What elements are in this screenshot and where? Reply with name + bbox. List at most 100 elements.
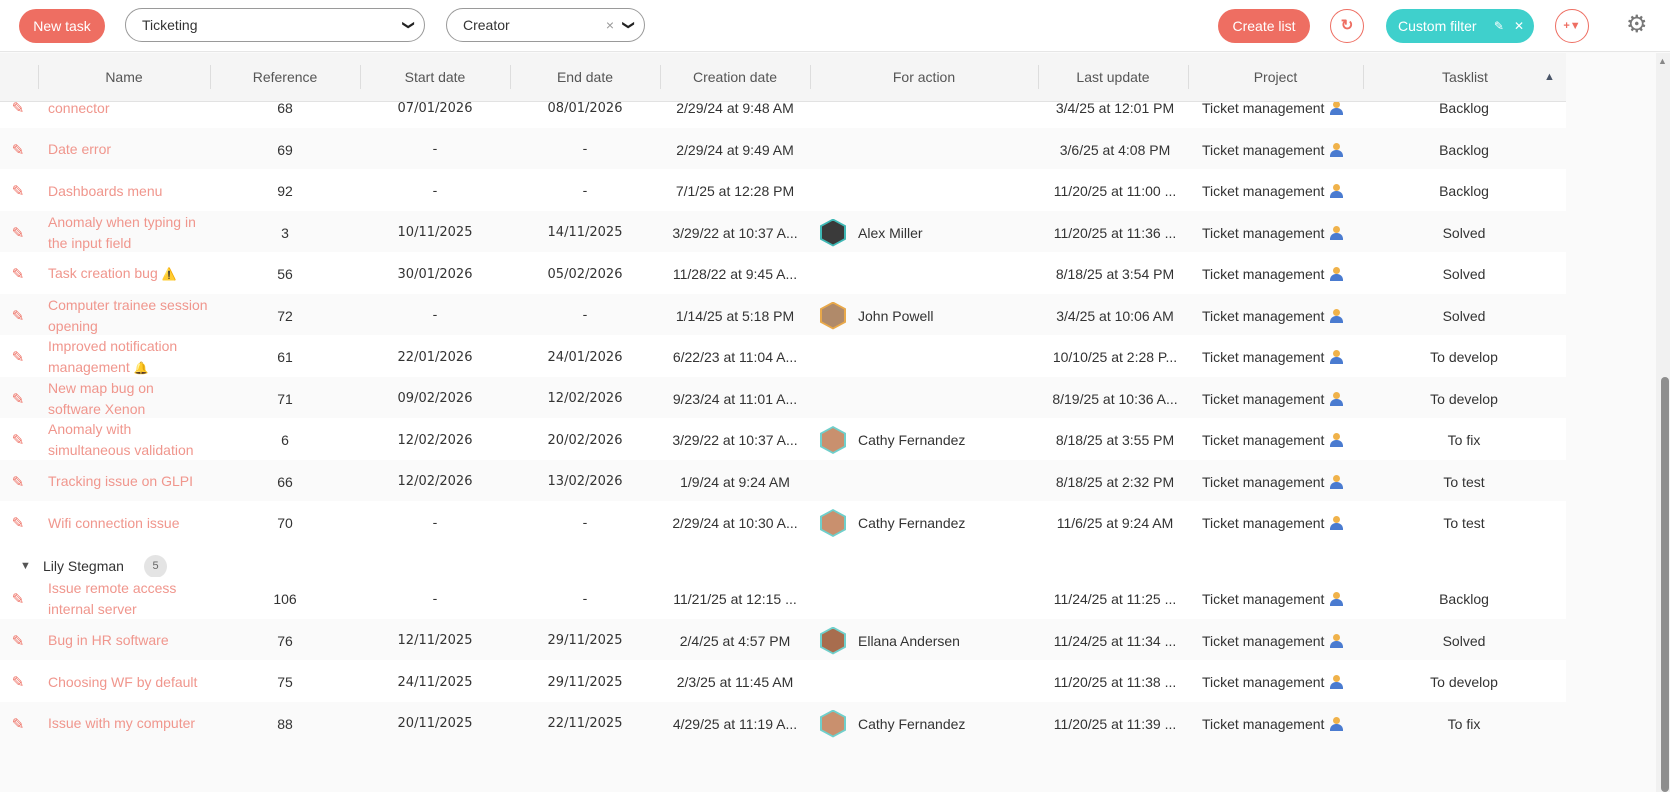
- edit-pencil-icon[interactable]: ✎: [11, 432, 25, 449]
- table-row[interactable]: ✎ Anomaly when typing in the input field…: [0, 210, 1566, 255]
- project-cell[interactable]: Ticket management: [1202, 128, 1372, 172]
- edit-pencil-icon[interactable]: ✎: [11, 349, 25, 366]
- new-task-button[interactable]: New task: [19, 9, 105, 43]
- task-name-link[interactable]: Wifi connection issue: [48, 501, 208, 545]
- collapse-triangle-icon[interactable]: ▼: [20, 560, 31, 572]
- edit-pencil-icon[interactable]: ✎: [11, 102, 25, 117]
- scrollbar-thumb[interactable]: [1661, 377, 1669, 792]
- column-header-name[interactable]: Name: [105, 69, 143, 85]
- project-cell[interactable]: Ticket management: [1202, 294, 1372, 338]
- task-name-link[interactable]: Improved notification management 🔔: [48, 335, 208, 379]
- table-row[interactable]: ✎ Task creation bug ⚠️ 56 30/01/2026 05/0…: [0, 252, 1566, 296]
- edit-pencil-icon[interactable]: ✎: [11, 674, 25, 691]
- edit-pencil-icon[interactable]: ✎: [11, 473, 25, 491]
- table-row[interactable]: ✎ Issue with my computer 88 20/11/2025 2…: [0, 701, 1566, 746]
- task-name-link[interactable]: connector: [48, 102, 208, 130]
- task-name[interactable]: Tracking issue on GLPI: [48, 473, 193, 489]
- edit-pencil-icon[interactable]: ✎: [11, 715, 25, 733]
- table-row[interactable]: ✎ Anomaly with simultaneous validation 6…: [0, 418, 1566, 462]
- project-cell[interactable]: Ticket management: [1202, 501, 1372, 545]
- task-name-link[interactable]: Anomaly when typing in the input field: [48, 211, 208, 255]
- table-row[interactable]: ✎ Dashboards menu 92 - - 7/1/25 at 12:28…: [0, 169, 1566, 213]
- task-name-link[interactable]: Bug in HR software: [48, 619, 208, 663]
- edit-pencil-icon[interactable]: ✎: [11, 591, 25, 608]
- task-name-link[interactable]: Computer trainee session opening: [48, 294, 208, 338]
- create-list-button[interactable]: Create list: [1218, 9, 1310, 43]
- table-row[interactable]: ✎ Wifi connection issue 70 - - 2/29/24 a…: [0, 501, 1566, 545]
- task-name[interactable]: Date error: [48, 141, 112, 157]
- task-name[interactable]: Computer trainee session opening: [48, 296, 208, 334]
- project-cell[interactable]: Ticket management: [1202, 619, 1372, 663]
- start-date-cell: 09/02/2026: [397, 391, 473, 406]
- task-name-link[interactable]: Dashboards menu: [48, 169, 208, 213]
- task-name-link[interactable]: Task creation bug ⚠️: [48, 252, 208, 296]
- project-cell[interactable]: Ticket management: [1202, 252, 1372, 296]
- table-row[interactable]: ✎ Date error 69 - - 2/29/24 at 9:49 AM 3…: [0, 127, 1566, 172]
- task-name-link[interactable]: Issue with my computer: [48, 702, 208, 746]
- table-row[interactable]: ✎ New map bug on software Xenon 71 09/02…: [0, 376, 1566, 421]
- column-header-tasklist[interactable]: Tasklist: [1442, 69, 1488, 85]
- task-name[interactable]: Task creation bug ⚠️: [48, 265, 177, 281]
- task-name-link[interactable]: Tracking issue on GLPI: [48, 460, 208, 504]
- table-row[interactable]: ✎ Bug in HR software 76 12/11/2025 29/11…: [0, 618, 1566, 663]
- task-name[interactable]: Improved notification management 🔔: [48, 337, 178, 375]
- project-cell[interactable]: Ticket management: [1202, 418, 1372, 462]
- project-cell[interactable]: Ticket management: [1202, 169, 1372, 213]
- column-header-reference[interactable]: Reference: [252, 69, 318, 85]
- task-name-link[interactable]: Date error: [48, 128, 208, 172]
- group-by-select[interactable]: Creator × ❯: [446, 8, 645, 42]
- task-name[interactable]: Issue with my computer: [48, 715, 196, 731]
- column-header-end-date[interactable]: End date: [556, 69, 614, 85]
- task-name[interactable]: connector: [48, 102, 110, 116]
- table-row[interactable]: ✎ Computer trainee session opening 72 - …: [0, 293, 1566, 338]
- task-name[interactable]: Dashboards menu: [48, 182, 163, 199]
- table-row[interactable]: ✎ Issue remote access internal server 10…: [0, 577, 1566, 621]
- task-name[interactable]: Choosing WF by default: [48, 673, 198, 690]
- project-cell[interactable]: Ticket management: [1202, 460, 1372, 504]
- clear-icon[interactable]: ×: [605, 17, 614, 33]
- edit-pencil-icon[interactable]: ✎: [11, 515, 25, 532]
- pencil-icon[interactable]: ✎: [1493, 19, 1504, 33]
- task-name[interactable]: New map bug on software Xenon: [48, 379, 154, 417]
- sort-ascending-icon[interactable]: ▲: [1544, 71, 1555, 83]
- edit-pencil-icon[interactable]: ✎: [11, 141, 25, 159]
- task-name[interactable]: Anomaly with simultaneous validation: [48, 421, 194, 458]
- add-filter-button[interactable]: +▼: [1555, 9, 1589, 43]
- project-select[interactable]: Ticketing ❯: [125, 8, 425, 42]
- task-name-link[interactable]: Choosing WF by default: [48, 660, 208, 704]
- edit-pencil-icon[interactable]: ✎: [11, 307, 25, 325]
- project-cell[interactable]: Ticket management: [1202, 702, 1372, 746]
- column-header-for-action[interactable]: For action: [892, 69, 956, 85]
- table-row[interactable]: ✎ connector 68 07/01/2026 08/01/2026 2/2…: [0, 102, 1566, 130]
- column-header-last-update[interactable]: Last update: [1076, 69, 1150, 85]
- gear-icon[interactable]: ⚙: [1626, 11, 1648, 38]
- task-name[interactable]: Anomaly when typing in the input field: [48, 213, 196, 251]
- table-row[interactable]: ✎ Improved notification management 🔔 61 2…: [0, 335, 1566, 379]
- refresh-button[interactable]: ↻: [1330, 9, 1364, 43]
- task-name[interactable]: Wifi connection issue: [48, 514, 180, 531]
- project-cell[interactable]: Ticket management: [1202, 377, 1372, 421]
- task-name-link[interactable]: Issue remote access internal server: [48, 577, 208, 621]
- custom-filter-chip[interactable]: Custom filter ✎ ✕: [1386, 9, 1534, 43]
- column-header-project[interactable]: Project: [1253, 69, 1298, 85]
- table-row[interactable]: ✎ Tracking issue on GLPI 66 12/02/2026 1…: [0, 459, 1566, 504]
- project-cell[interactable]: Ticket management: [1202, 660, 1372, 704]
- edit-pencil-icon[interactable]: ✎: [11, 390, 25, 408]
- task-name-link[interactable]: New map bug on software Xenon: [48, 377, 208, 421]
- project-cell[interactable]: Ticket management: [1202, 102, 1372, 130]
- task-name-link[interactable]: Anomaly with simultaneous validation: [48, 418, 208, 462]
- scroll-up-arrow-icon[interactable]: ▲: [1658, 56, 1667, 66]
- task-name[interactable]: Issue remote access internal server: [48, 580, 177, 617]
- column-header-start-date[interactable]: Start date: [404, 69, 466, 85]
- task-name[interactable]: Bug in HR software: [48, 632, 169, 648]
- project-cell[interactable]: Ticket management: [1202, 335, 1372, 379]
- close-icon[interactable]: ✕: [1513, 19, 1524, 33]
- edit-pencil-icon[interactable]: ✎: [11, 224, 25, 242]
- table-row[interactable]: ✎ Choosing WF by default 75 24/11/2025 2…: [0, 660, 1566, 704]
- project-cell[interactable]: Ticket management: [1202, 211, 1372, 255]
- column-header-creation-date[interactable]: Creation date: [692, 69, 778, 85]
- edit-pencil-icon[interactable]: ✎: [11, 632, 25, 650]
- edit-pencil-icon[interactable]: ✎: [11, 266, 25, 283]
- edit-pencil-icon[interactable]: ✎: [11, 183, 25, 200]
- project-cell[interactable]: Ticket management: [1202, 577, 1372, 621]
